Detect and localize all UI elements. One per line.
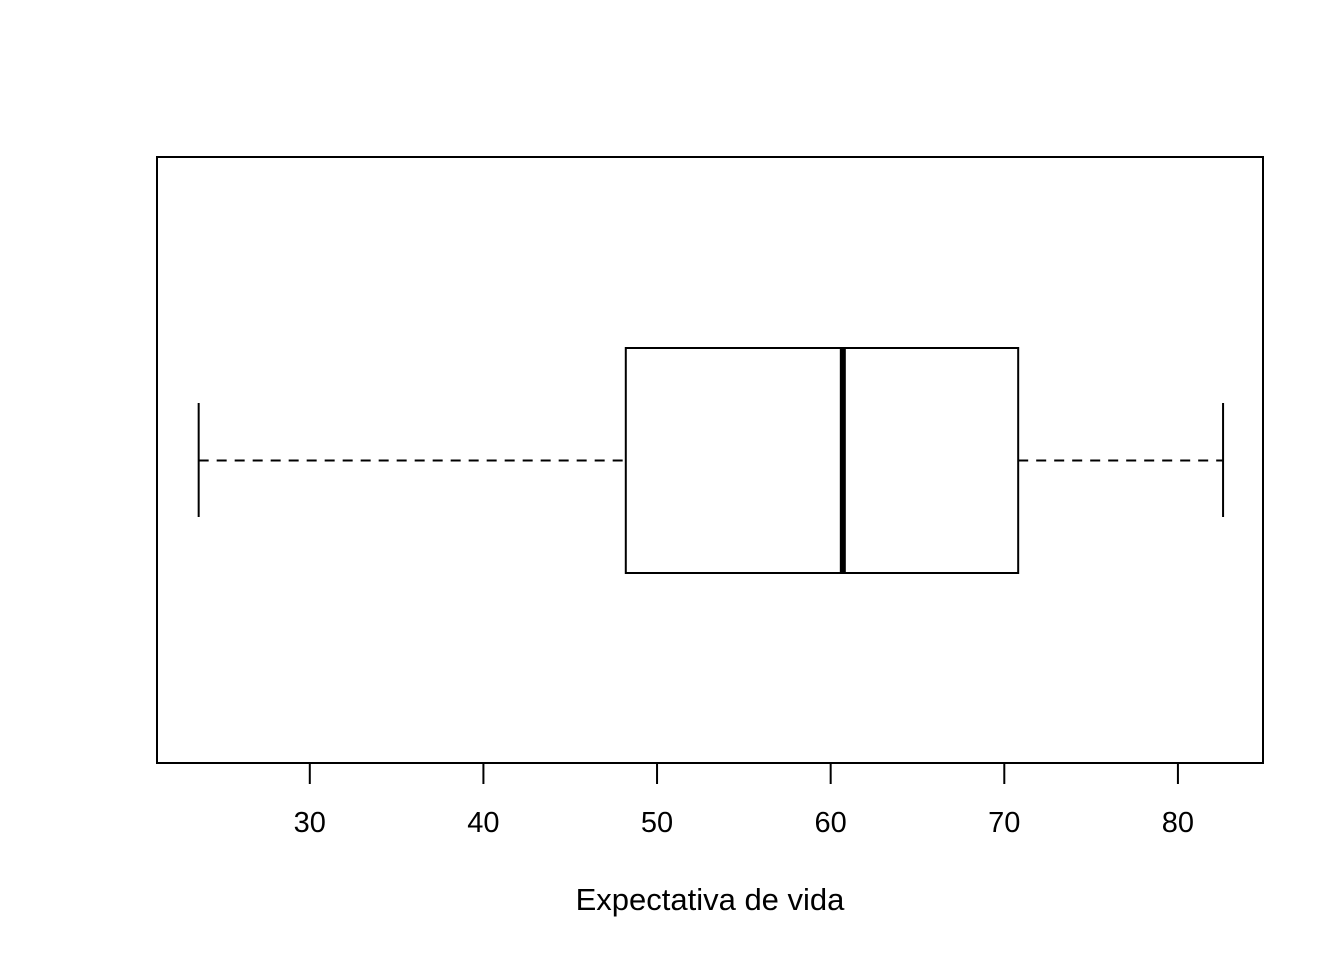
x-tick-label: 50 bbox=[641, 807, 673, 839]
box-group bbox=[197, 347, 1225, 574]
x-tick-label: 70 bbox=[988, 807, 1020, 839]
x-axis-label: Expectativa de vida bbox=[576, 882, 846, 917]
x-tick-label: 80 bbox=[1162, 807, 1194, 839]
x-tick-label: 30 bbox=[294, 807, 326, 839]
x-tick-label: 60 bbox=[815, 807, 847, 839]
iqr-box bbox=[624, 347, 1020, 574]
x-tick-label: 40 bbox=[467, 807, 499, 839]
x-axis: 30 40 50 60 70 80 bbox=[294, 762, 1194, 839]
